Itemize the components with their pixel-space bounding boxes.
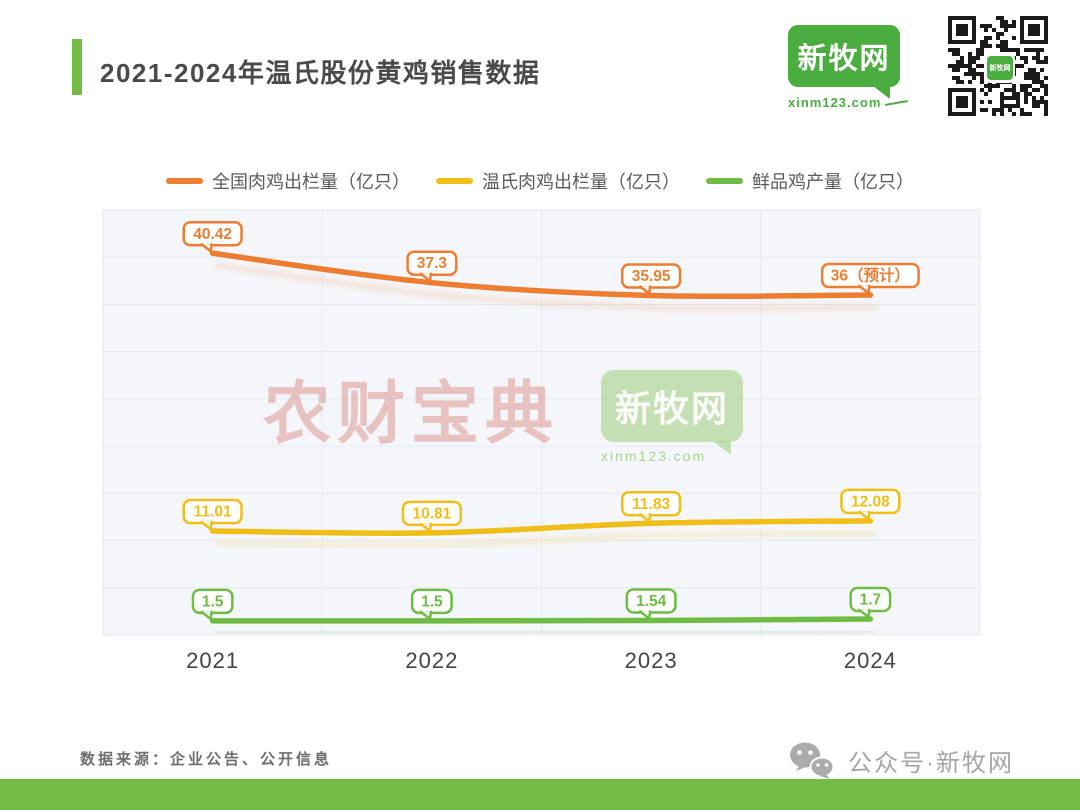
logo-speech-bubble: 新牧网 bbox=[788, 25, 900, 99]
page-title: 2021-2024年温氏股份黄鸡销售数据 bbox=[100, 58, 541, 88]
xinmuwang-logo: 新牧网 xinm123.com bbox=[788, 25, 909, 110]
svg-text:12.08: 12.08 bbox=[851, 493, 890, 510]
svg-text:37.3: 37.3 bbox=[417, 255, 448, 272]
legend-item: 鲜品鸡产量（亿只） bbox=[706, 168, 914, 194]
logo-text: 新牧网 bbox=[797, 43, 891, 75]
logo-url-text: xinm123.com bbox=[788, 95, 882, 110]
legend-label: 全国肉鸡出栏量（亿只） bbox=[212, 172, 410, 192]
svg-text:1.54: 1.54 bbox=[636, 593, 667, 610]
qr-center-logo-text: 新牧网 bbox=[987, 56, 1013, 80]
svg-text:36（预计）: 36（预计） bbox=[831, 266, 910, 285]
legend-marker bbox=[706, 178, 743, 184]
svg-text:2024: 2024 bbox=[844, 648, 897, 673]
legend-marker bbox=[436, 178, 473, 184]
svg-text:1.5: 1.5 bbox=[202, 593, 224, 610]
logo-url: xinm123.com bbox=[788, 95, 909, 110]
wechat-account-label: 公众号·新牧网 bbox=[848, 749, 1014, 777]
title-accent-bar bbox=[72, 39, 82, 95]
legend-label: 温氏肉鸡出栏量（亿只） bbox=[482, 172, 680, 192]
data-source-note: 数据来源：企业公告、公开信息 bbox=[80, 751, 333, 768]
svg-text:10.81: 10.81 bbox=[412, 505, 451, 522]
svg-text:1.7: 1.7 bbox=[860, 591, 882, 608]
svg-text:2022: 2022 bbox=[405, 648, 458, 673]
wechat-icon bbox=[790, 742, 835, 779]
chart-legend: 全国肉鸡出栏量（亿只） 温氏肉鸡出栏量（亿只） 鲜品鸡产量（亿只） bbox=[0, 168, 1080, 194]
speech-bubble-tail-icon bbox=[873, 86, 890, 99]
svg-text:40.42: 40.42 bbox=[193, 226, 232, 243]
svg-text:35.95: 35.95 bbox=[632, 268, 671, 285]
svg-text:1.5: 1.5 bbox=[421, 593, 443, 610]
logo-url-underline bbox=[885, 99, 909, 106]
svg-text:2021: 2021 bbox=[186, 648, 239, 673]
line-chart: 40.42 37.3 35.95 36（预计） 11.01 10.81 11.83 12.08… bbox=[102, 209, 981, 673]
qr-code: 新牧网 bbox=[946, 14, 1054, 122]
legend-label: 鲜品鸡产量（亿只） bbox=[752, 172, 914, 192]
chart-svg: 40.42 37.3 35.95 36（预计） 11.01 10.81 11.83 12.08… bbox=[102, 209, 981, 673]
qr-center-logo: 新牧网 bbox=[985, 53, 1015, 83]
legend-item: 温氏肉鸡出栏量（亿只） bbox=[436, 168, 680, 194]
svg-text:11.83: 11.83 bbox=[632, 496, 670, 513]
svg-text:11.01: 11.01 bbox=[194, 504, 232, 521]
legend-marker bbox=[166, 178, 203, 184]
legend-item: 全国肉鸡出栏量（亿只） bbox=[166, 168, 410, 194]
svg-text:2023: 2023 bbox=[625, 648, 678, 673]
wechat-account: 公众号·新牧网 bbox=[788, 740, 1014, 780]
bottom-green-bar bbox=[0, 779, 1080, 810]
